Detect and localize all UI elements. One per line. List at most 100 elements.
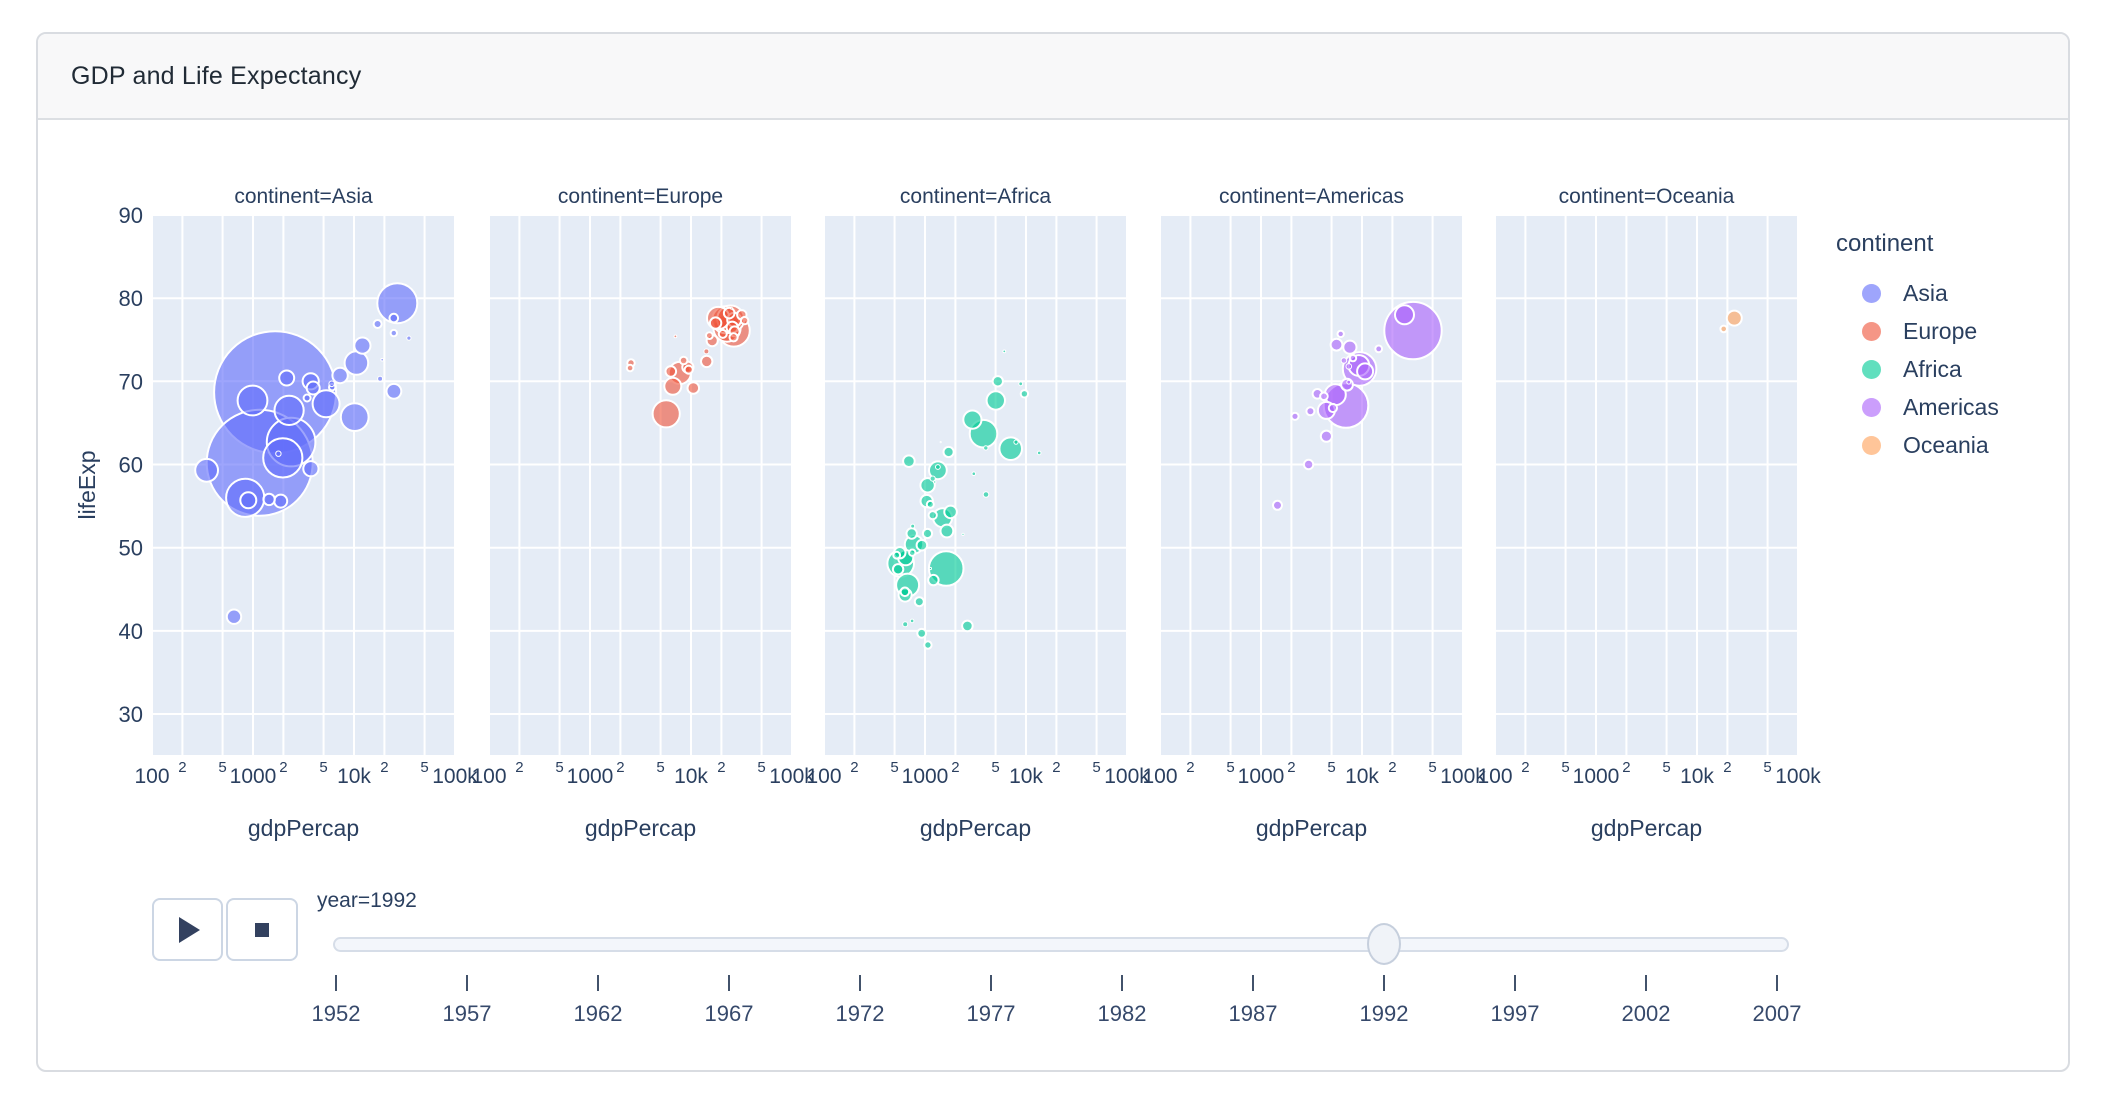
bubble-africa[interactable] bbox=[921, 527, 934, 540]
bubble-asia[interactable] bbox=[273, 493, 289, 509]
bubble-asia[interactable] bbox=[377, 375, 384, 382]
bubble-africa[interactable] bbox=[985, 390, 1006, 411]
bubble-asia[interactable] bbox=[194, 457, 220, 483]
bubble-africa[interactable] bbox=[1018, 381, 1024, 387]
slider-tick-label[interactable]: 1967 bbox=[704, 1001, 754, 1026]
bubble-americas[interactable] bbox=[1336, 329, 1345, 339]
bubble-americas[interactable] bbox=[1305, 406, 1316, 417]
legend-item-europe[interactable]: Europe bbox=[1836, 312, 2076, 350]
slider-tick-label[interactable]: 1987 bbox=[1228, 1001, 1278, 1026]
bubble-asia[interactable] bbox=[343, 350, 370, 376]
bubble-europe[interactable] bbox=[673, 334, 678, 339]
bubble-africa[interactable] bbox=[915, 538, 929, 552]
slider-tick[interactable] bbox=[597, 975, 599, 991]
slider-handle[interactable] bbox=[1367, 923, 1401, 965]
bubble-africa[interactable] bbox=[928, 566, 933, 571]
slider-tick-label[interactable]: 1977 bbox=[966, 1001, 1016, 1026]
bubble-asia[interactable] bbox=[275, 450, 282, 457]
bubble-africa[interactable] bbox=[910, 523, 916, 529]
bubble-americas[interactable] bbox=[1340, 357, 1348, 364]
bubble-oceania[interactable] bbox=[1725, 309, 1743, 327]
bubble-africa[interactable] bbox=[913, 596, 925, 608]
bubble-africa[interactable] bbox=[919, 477, 936, 494]
bubble-africa[interactable] bbox=[927, 573, 940, 587]
bubble-americas[interactable] bbox=[1327, 402, 1339, 414]
legend-item-africa[interactable]: Africa bbox=[1836, 350, 2076, 388]
bubble-europe[interactable] bbox=[722, 306, 736, 320]
bubble-asia[interactable] bbox=[388, 312, 400, 324]
bubble-africa[interactable] bbox=[998, 436, 1024, 462]
bubble-africa[interactable] bbox=[983, 445, 989, 451]
bubble-asia[interactable] bbox=[225, 608, 243, 625]
slider-tick[interactable] bbox=[728, 975, 730, 991]
bubble-africa[interactable] bbox=[943, 504, 958, 520]
stop-button[interactable] bbox=[226, 898, 298, 961]
slider-tick-label[interactable]: 1972 bbox=[835, 1001, 885, 1026]
bubble-africa[interactable] bbox=[982, 491, 990, 498]
bubble-europe[interactable] bbox=[717, 328, 728, 339]
play-button[interactable] bbox=[152, 898, 223, 961]
bubble-americas[interactable] bbox=[1356, 362, 1375, 381]
bubble-africa[interactable] bbox=[961, 532, 965, 537]
bubble-africa[interactable] bbox=[939, 523, 955, 539]
bubble-asia[interactable] bbox=[353, 336, 372, 355]
legend-item-oceania[interactable]: Oceania bbox=[1836, 426, 2076, 464]
slider-tick-label[interactable]: 1962 bbox=[573, 1001, 623, 1026]
bubble-americas[interactable] bbox=[1302, 458, 1315, 471]
slider-tick[interactable] bbox=[1252, 975, 1254, 991]
bubble-americas[interactable] bbox=[1348, 353, 1358, 363]
bubble-africa[interactable] bbox=[1019, 389, 1030, 399]
slider-tick-label[interactable]: 1957 bbox=[442, 1001, 492, 1026]
bubble-americas[interactable] bbox=[1342, 339, 1358, 355]
bubble-africa[interactable] bbox=[1036, 450, 1042, 456]
bubble-africa[interactable] bbox=[899, 586, 911, 598]
bubble-africa[interactable] bbox=[962, 409, 983, 430]
bubble-europe[interactable] bbox=[625, 363, 635, 373]
bubble-asia[interactable] bbox=[376, 282, 419, 325]
bubble-asia[interactable] bbox=[380, 357, 385, 362]
bubble-europe[interactable] bbox=[728, 332, 739, 343]
bubble-africa[interactable] bbox=[923, 640, 933, 650]
bubble-africa[interactable] bbox=[1013, 439, 1019, 445]
bubble-africa[interactable] bbox=[939, 441, 942, 444]
bubble-americas[interactable] bbox=[1345, 363, 1353, 370]
slider-tick-label[interactable]: 1997 bbox=[1490, 1001, 1540, 1026]
bubble-africa[interactable] bbox=[925, 499, 935, 509]
bubble-europe[interactable] bbox=[700, 354, 714, 369]
bubble-europe[interactable] bbox=[683, 364, 694, 375]
bubble-africa[interactable] bbox=[909, 618, 915, 624]
bubble-africa[interactable] bbox=[902, 621, 909, 628]
bubble-americas[interactable] bbox=[1329, 337, 1344, 352]
bubble-asia[interactable] bbox=[302, 460, 320, 478]
bubble-americas[interactable] bbox=[1394, 304, 1415, 326]
bubble-asia[interactable] bbox=[236, 384, 269, 417]
bubble-europe[interactable] bbox=[708, 316, 723, 330]
slider-tick-label[interactable]: 1952 bbox=[311, 1001, 361, 1026]
slider-tick-label[interactable]: 1982 bbox=[1097, 1001, 1147, 1026]
bubble-americas[interactable] bbox=[1272, 499, 1283, 511]
slider-tick-label[interactable]: 2007 bbox=[1752, 1001, 1802, 1026]
bubble-americas[interactable] bbox=[1290, 411, 1300, 421]
bubble-asia[interactable] bbox=[385, 382, 403, 400]
bubble-asia[interactable] bbox=[239, 491, 258, 510]
slider-tick[interactable] bbox=[466, 975, 468, 991]
bubble-africa[interactable] bbox=[905, 527, 918, 540]
bubble-africa[interactable] bbox=[891, 563, 905, 576]
bubble-africa[interactable] bbox=[961, 619, 974, 633]
bubble-africa[interactable] bbox=[916, 627, 928, 639]
bubble-americas[interactable] bbox=[1319, 391, 1329, 402]
bubble-asia[interactable] bbox=[339, 402, 370, 433]
bubble-asia[interactable] bbox=[278, 369, 296, 387]
slider-tick[interactable] bbox=[1383, 975, 1385, 991]
bubble-asia[interactable] bbox=[331, 366, 349, 385]
bubble-oceania[interactable] bbox=[1719, 324, 1728, 334]
bubble-asia[interactable] bbox=[302, 393, 312, 403]
legend-item-asia[interactable]: Asia bbox=[1836, 274, 2076, 312]
slider-tick[interactable] bbox=[990, 975, 992, 991]
bubble-americas[interactable] bbox=[1319, 429, 1334, 443]
bubble-africa[interactable] bbox=[935, 464, 941, 470]
bubble-asia[interactable] bbox=[389, 328, 398, 338]
slider-tick-label[interactable]: 2002 bbox=[1621, 1001, 1671, 1026]
bubble-africa[interactable] bbox=[933, 480, 937, 484]
bubble-europe[interactable] bbox=[651, 399, 681, 429]
